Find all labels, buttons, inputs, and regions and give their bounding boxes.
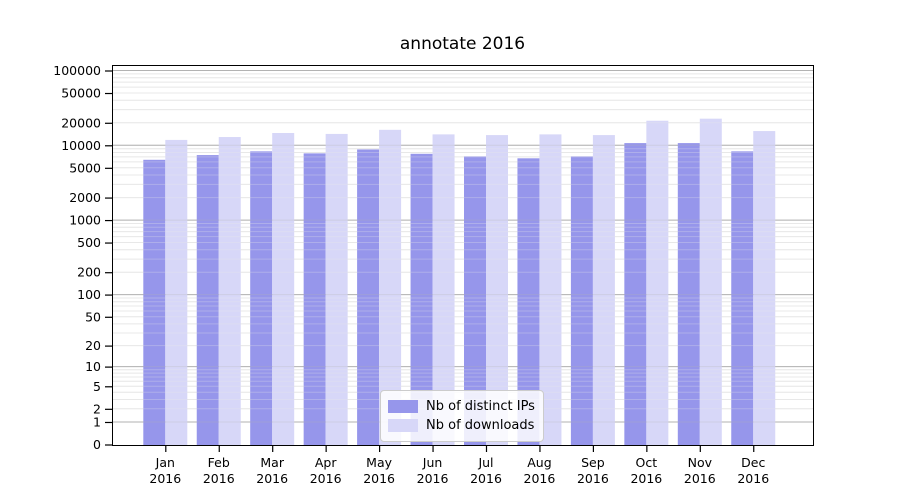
chart-title: annotate 2016 — [399, 34, 526, 54]
x-tick-label-month: Sep — [581, 455, 605, 470]
y-tick-label: 10000 — [61, 138, 101, 153]
bar-nb-of-downloads-aug — [539, 134, 562, 445]
y-tick-label: 100 — [77, 287, 101, 302]
x-tick-label-year: 2016 — [577, 471, 609, 486]
plot-frame — [112, 65, 814, 446]
y-tick-label: 50 — [85, 309, 101, 324]
bar-nb-of-distinct-ips-sep — [570, 156, 593, 445]
x-tick-label-month: Mar — [260, 455, 284, 470]
bar-nb-of-distinct-ips-aug — [517, 158, 540, 446]
bar-nb-of-downloads-jun — [432, 134, 455, 445]
bar-nb-of-distinct-ips-may — [357, 149, 380, 445]
bar-nb-of-distinct-ips-nov — [677, 143, 700, 445]
y-tick-label: 20 — [85, 338, 101, 353]
bar-nb-of-downloads-apr — [325, 133, 348, 445]
y-tick-label: 100000 — [53, 63, 101, 78]
bar-nb-of-distinct-ips-dec — [731, 151, 754, 445]
bar-nb-of-downloads-may — [379, 129, 402, 446]
bar-nb-of-distinct-ips-jul — [464, 156, 486, 445]
y-grid-overlay — [112, 69, 813, 423]
x-axis: Jan2016Feb2016Mar2016Apr2016May2016Jun20… — [149, 445, 769, 486]
y-tick-label: 50000 — [61, 86, 101, 101]
x-tick-label-month: Jan — [155, 455, 175, 470]
bar-nb-of-downloads-mar — [272, 133, 295, 445]
bars-nb-of-downloads — [165, 118, 776, 446]
bar-nb-of-downloads-jan — [165, 139, 188, 445]
x-tick-label-month: Nov — [688, 455, 713, 470]
x-tick-label-year: 2016 — [524, 471, 556, 486]
x-tick-label-year: 2016 — [737, 471, 769, 486]
x-tick-label-month: Aug — [527, 455, 551, 470]
legend-item-distinct-ips: Nb of distinct IPs — [388, 397, 543, 416]
x-tick-label-year: 2016 — [684, 471, 716, 486]
bar-nb-of-downloads-dec — [753, 131, 776, 445]
y-tick-label: 10 — [85, 359, 101, 374]
y-axis: 0 12 5 10 20 50 100 200 500 1000 2000 5000 10000 2000… — [53, 63, 112, 452]
x-tick-label-month: Dec — [741, 455, 765, 470]
x-tick-label-month: Oct — [636, 455, 658, 470]
y-tick-label: 0 — [93, 437, 101, 452]
x-tick-label-year: 2016 — [417, 471, 449, 486]
y-tick-label: 2 — [93, 401, 101, 416]
y-tick-label: 1 — [93, 414, 101, 429]
bar-nb-of-distinct-ips-mar — [250, 151, 273, 445]
legend-item-downloads: Nb of downloads — [388, 416, 543, 435]
x-tick-label-month: Jul — [477, 455, 493, 470]
y-tick-label: 2000 — [69, 190, 101, 205]
legend-label-distinct-ips: Nb of distinct IPs — [426, 399, 535, 414]
x-tick-label-month: May — [366, 455, 392, 470]
x-tick-label-month: Apr — [315, 455, 337, 470]
y-tick-label: 5 — [93, 379, 101, 394]
bar-nb-of-distinct-ips-apr — [303, 153, 326, 445]
x-tick-label-year: 2016 — [203, 471, 235, 486]
x-tick-label-year: 2016 — [149, 471, 181, 486]
x-tick-label-year: 2016 — [470, 471, 502, 486]
bar-nb-of-downloads-jul — [486, 135, 508, 445]
bar-nb-of-downloads-feb — [218, 137, 241, 445]
y-tick-label: 1000 — [69, 213, 101, 228]
x-tick-label-year: 2016 — [256, 471, 288, 486]
y-tick-label: 20000 — [61, 115, 101, 130]
bar-nb-of-distinct-ips-oct — [624, 143, 647, 445]
x-tick-label-month: Feb — [208, 455, 230, 470]
bars-nb-of-distinct-ips — [143, 143, 754, 446]
legend: Nb of distinct IPs Nb of downloads — [380, 390, 544, 442]
bar-nb-of-downloads-oct — [646, 120, 669, 445]
x-tick-label-year: 2016 — [630, 471, 662, 486]
legend-swatch-distinct-ips-icon — [388, 400, 418, 413]
y-tick-label: 200 — [77, 265, 101, 280]
x-tick-label-month: Jun — [422, 455, 443, 470]
bar-nb-of-downloads-nov — [699, 118, 722, 445]
bar-nb-of-distinct-ips-jun — [410, 153, 433, 446]
legend-swatch-downloads-icon — [388, 419, 418, 432]
legend-label-downloads: Nb of downloads — [426, 418, 535, 433]
x-tick-label-year: 2016 — [363, 471, 395, 486]
bar-nb-of-distinct-ips-jan — [143, 159, 166, 445]
bar-nb-of-distinct-ips-feb — [196, 155, 219, 445]
x-tick-label-year: 2016 — [310, 471, 342, 486]
y-tick-label: 5000 — [69, 160, 101, 175]
y-tick-label: 500 — [77, 235, 101, 250]
bar-nb-of-downloads-sep — [592, 135, 615, 445]
